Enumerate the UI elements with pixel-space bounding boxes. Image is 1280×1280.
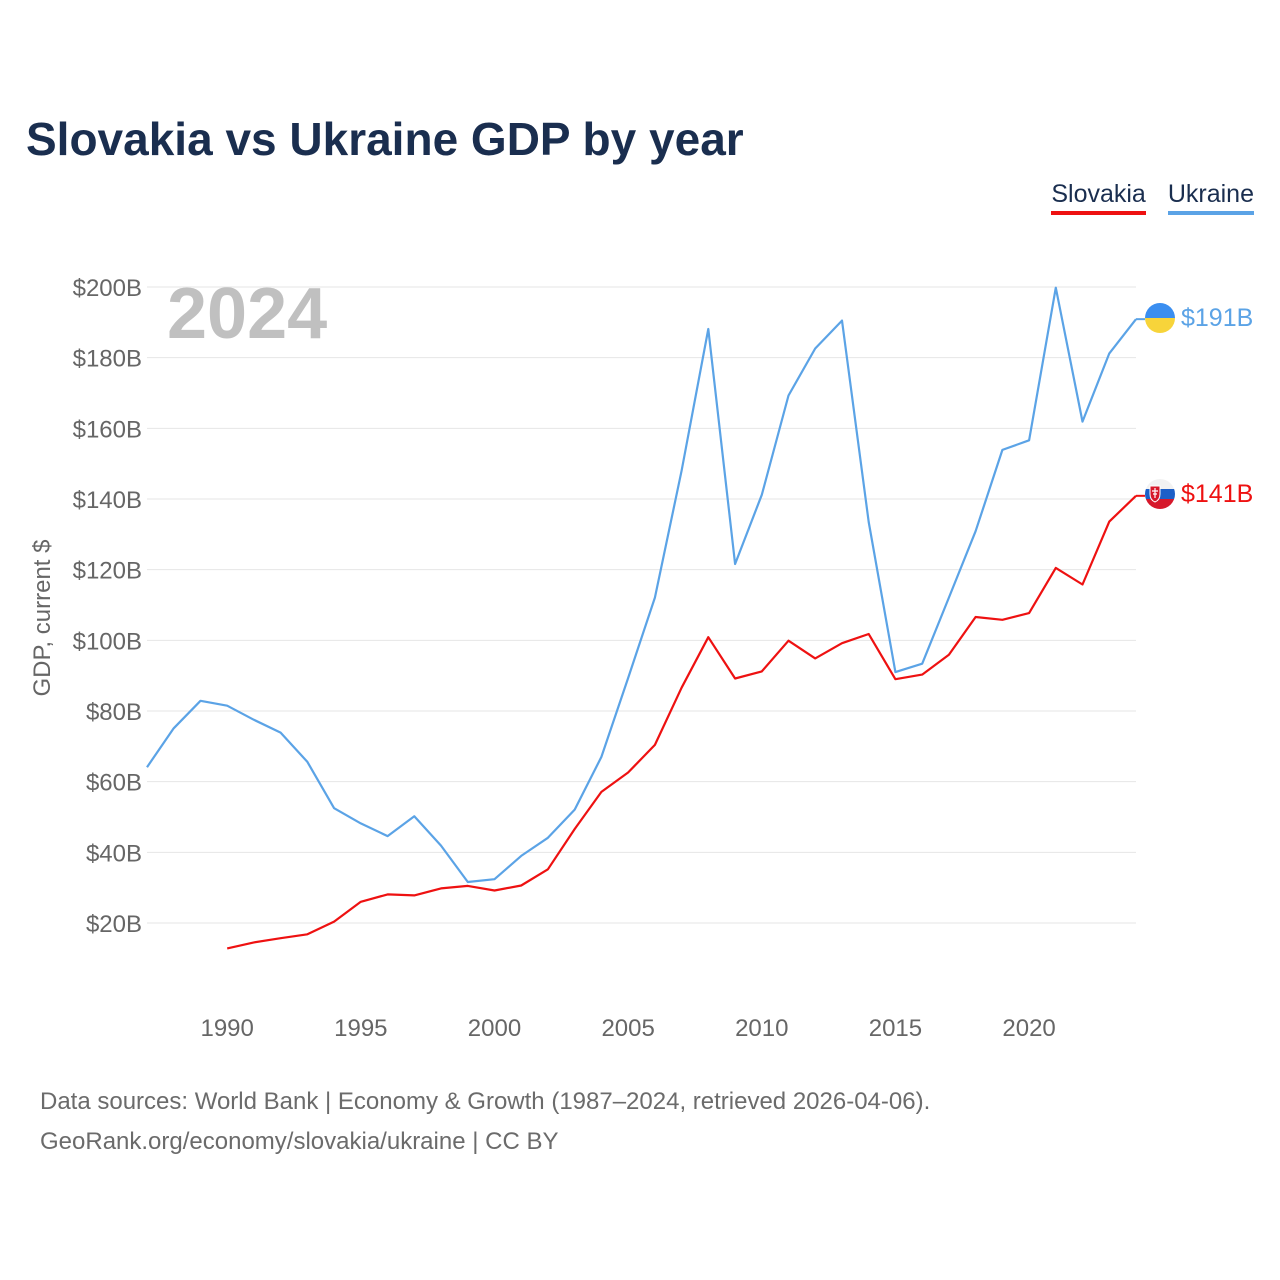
legend-item-slovakia[interactable]: Slovakia bbox=[1051, 180, 1146, 215]
series-line-slovakia[interactable] bbox=[226, 495, 1137, 950]
x-tick-label: 2000 bbox=[468, 1015, 521, 1042]
y-tick-label: $40B bbox=[86, 840, 142, 867]
x-tick-label: 2005 bbox=[601, 1015, 654, 1042]
x-tick-label: 1990 bbox=[200, 1015, 253, 1042]
x-tick-label: 2015 bbox=[869, 1015, 922, 1042]
chart-area: 2024 $20B $40B $60B $80B $100B $120B $140B $160… bbox=[29, 274, 1253, 1042]
y-axis: $20B $40B $60B $80B $100B $120B $140B $160B $180… bbox=[73, 275, 142, 938]
y-tick-label: $60B bbox=[86, 770, 142, 797]
slovakia-end-label: $141B bbox=[1181, 480, 1253, 508]
y-axis-label: GDP, current $ bbox=[29, 540, 56, 697]
ukraine-flag-icon bbox=[1145, 303, 1175, 333]
y-tick-label: $120B bbox=[73, 558, 142, 585]
x-tick-label: 2020 bbox=[1002, 1015, 1055, 1042]
x-axis: 1990 1995 2000 2005 2010 2015 2020 bbox=[200, 1015, 1055, 1042]
footer: Data sources: World Bank | Economy & Gro… bbox=[40, 1082, 930, 1162]
y-tick-label: $100B bbox=[73, 628, 142, 655]
footer-link[interactable]: GeoRank.org/economy/slovakia/ukraine | C… bbox=[40, 1128, 559, 1155]
ukraine-end-label: $191B bbox=[1181, 304, 1253, 332]
legend: Slovakia Ukraine bbox=[1051, 180, 1254, 215]
x-tick-label: 1995 bbox=[334, 1015, 387, 1042]
footer-sources: Data sources: World Bank | Economy & Gro… bbox=[40, 1088, 931, 1115]
y-tick-label: $140B bbox=[73, 487, 142, 514]
y-tick-label: $80B bbox=[86, 699, 142, 726]
series-line-ukraine[interactable] bbox=[146, 286, 1137, 884]
legend-item-ukraine[interactable]: Ukraine bbox=[1167, 180, 1254, 215]
grid bbox=[147, 286, 1136, 924]
y-tick-label: $200B bbox=[73, 275, 142, 302]
y-tick-label: $160B bbox=[73, 416, 142, 443]
year-overlay: 2024 bbox=[167, 274, 327, 354]
slovakia-flag-icon bbox=[1145, 479, 1175, 509]
x-tick-label: 2010 bbox=[735, 1015, 788, 1042]
chart-title: Slovakia vs Ukraine GDP by year bbox=[26, 113, 744, 165]
end-markers bbox=[1145, 303, 1175, 509]
series-group bbox=[146, 286, 1145, 950]
y-tick-label: $180B bbox=[73, 346, 142, 373]
y-tick-label: $20B bbox=[86, 911, 142, 938]
